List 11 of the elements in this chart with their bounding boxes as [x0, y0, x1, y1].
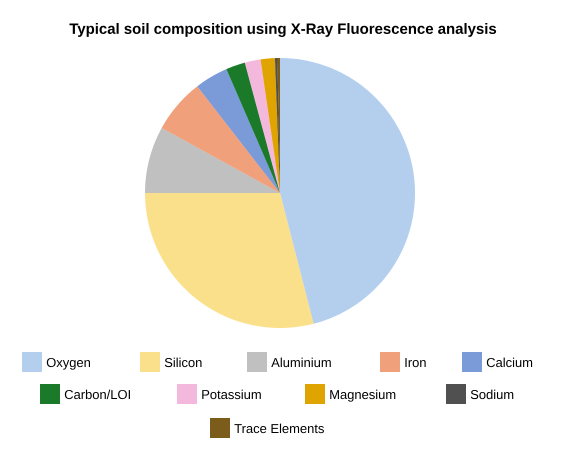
- legend-label: Potassium: [202, 390, 261, 400]
- legend-label: Oxygen: [46, 358, 90, 370]
- legend-label: Silicon: [164, 358, 202, 368]
- legend-label: Carbon/LOI: [64, 390, 130, 400]
- legend-label: Aluminium: [271, 358, 331, 368]
- legend-label: Calcium: [486, 358, 532, 368]
- legend-label: Trace Elements: [234, 424, 324, 434]
- legend-label: Sodium: [470, 390, 514, 400]
- chart-title: Typical soil composition using X-Ray Fluorescence analysis: [69, 23, 496, 37]
- legend-label: Iron: [405, 358, 426, 368]
- legend-label: Magnesium: [330, 390, 396, 402]
